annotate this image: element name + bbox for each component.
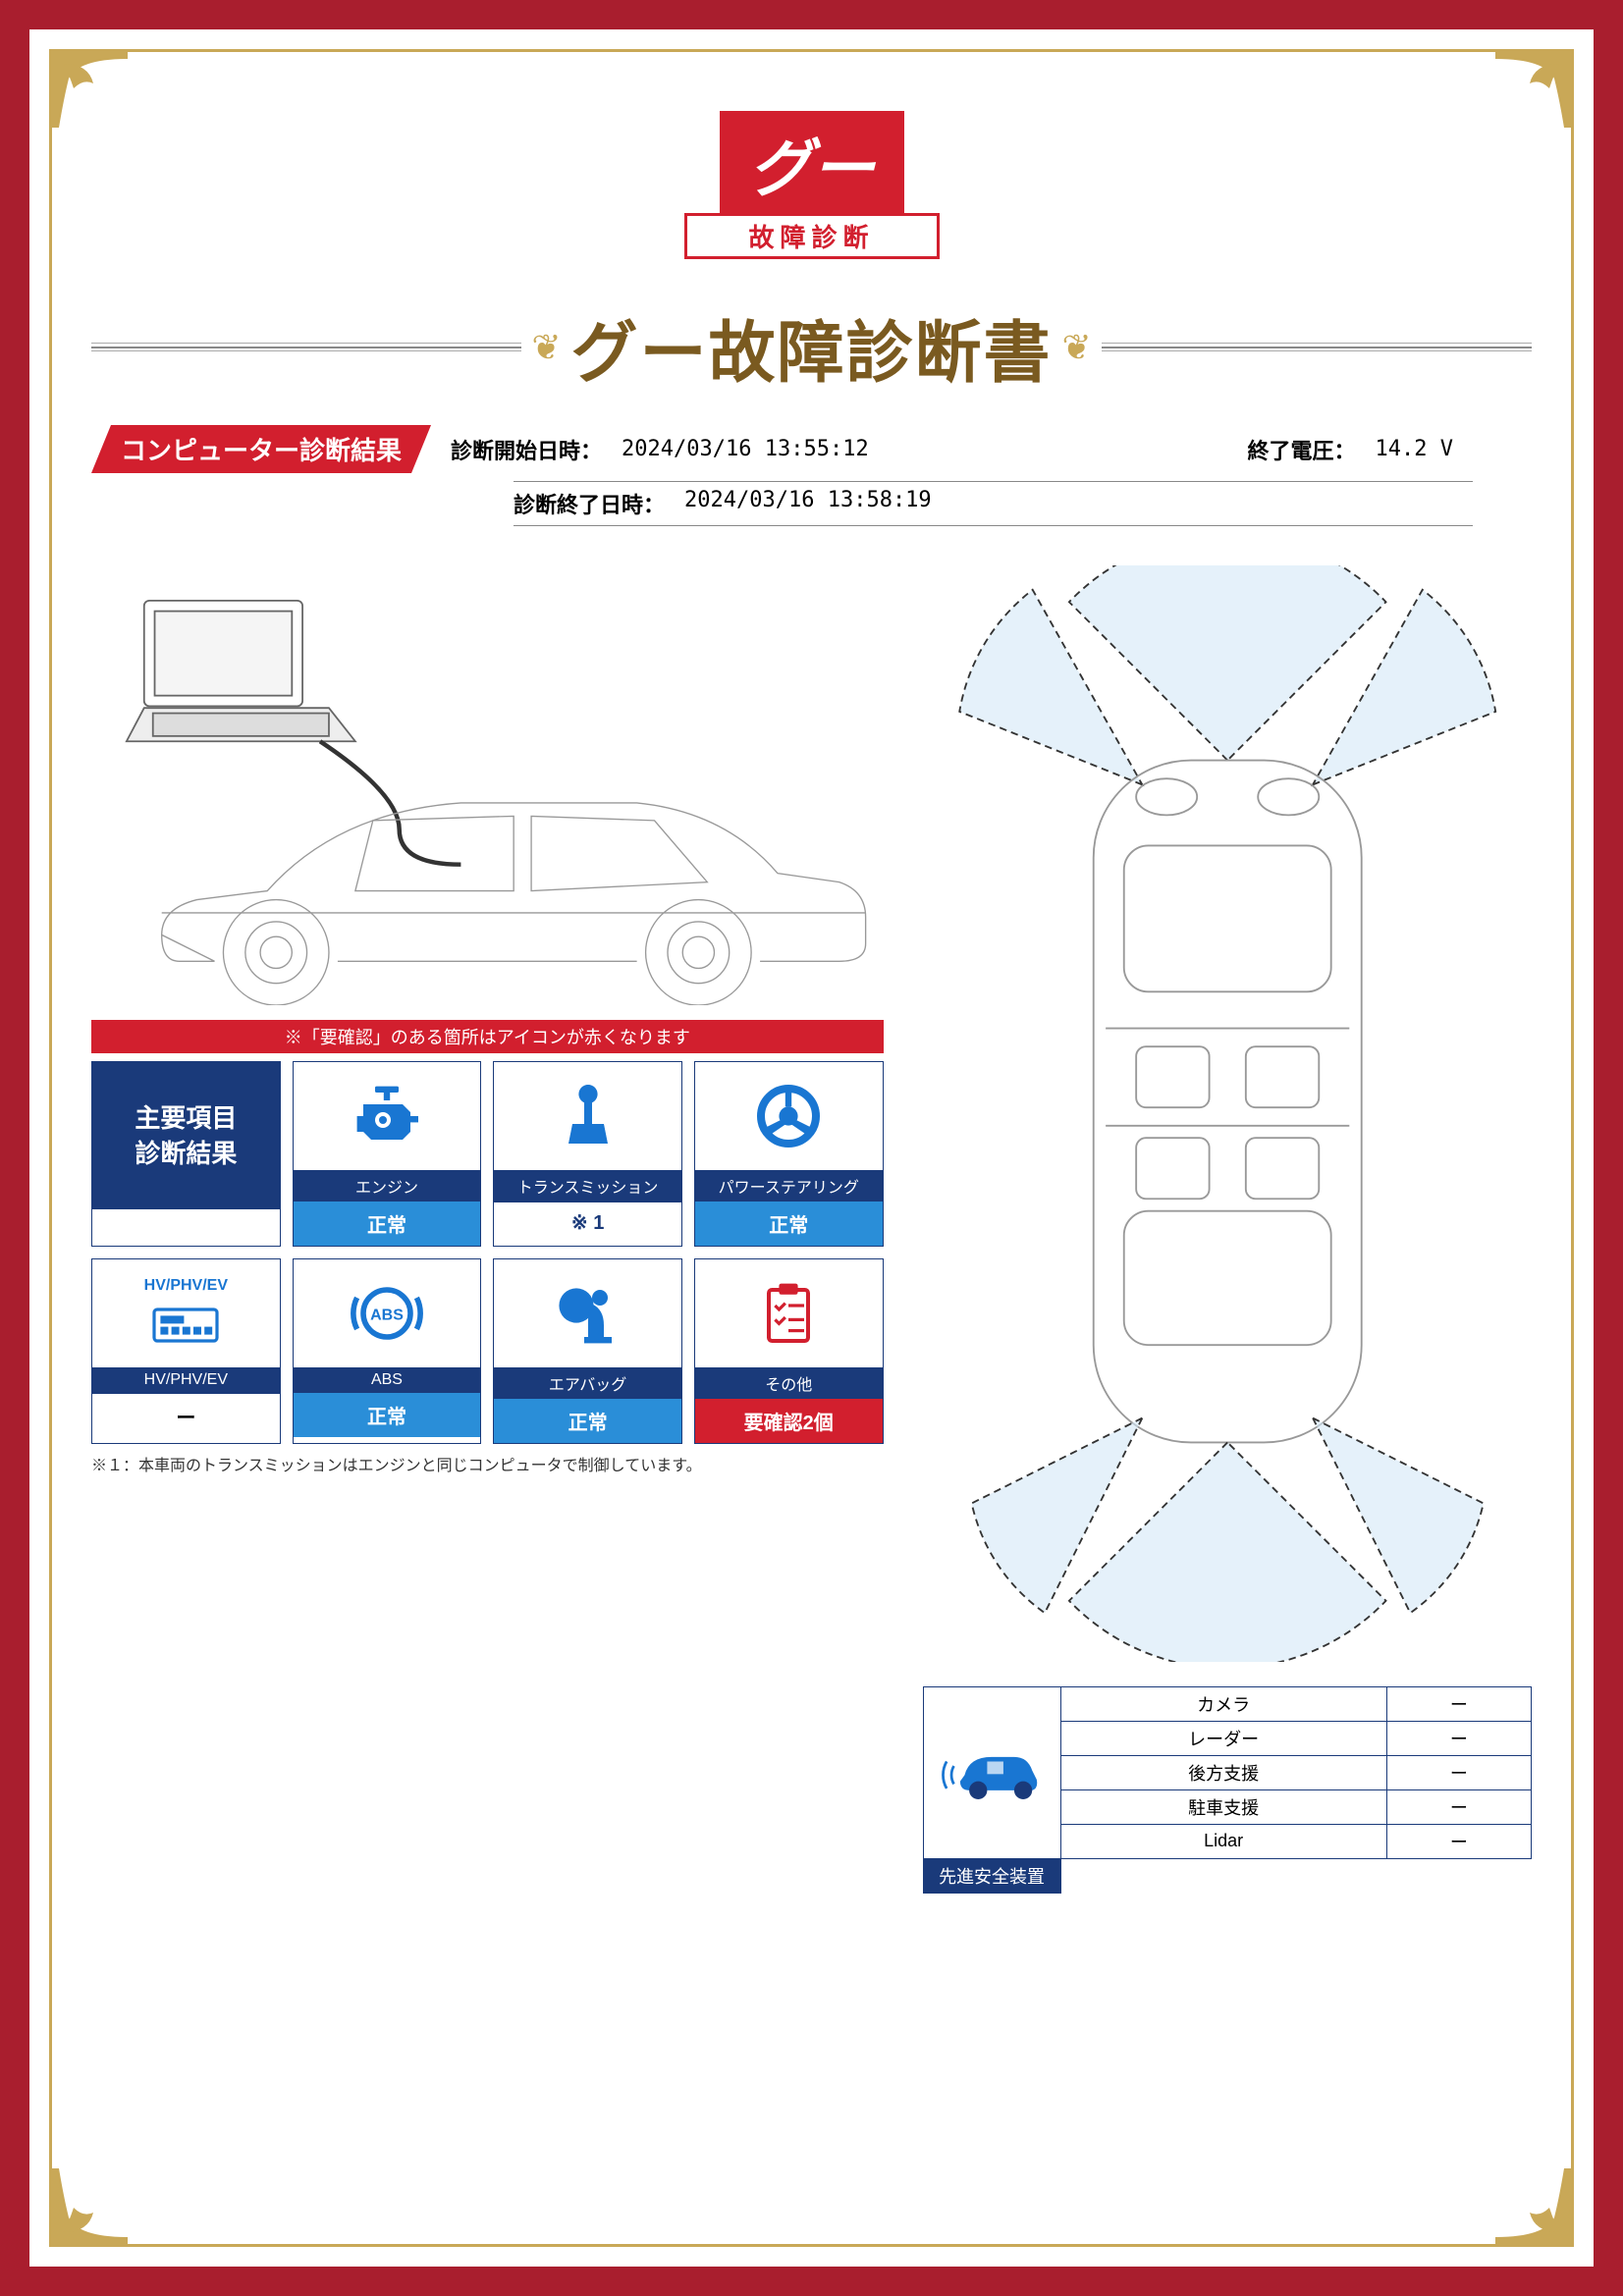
transmission-icon: [494, 1062, 681, 1170]
engine-label: エンジン: [294, 1170, 481, 1201]
tile-engine: エンジン 正常: [293, 1061, 482, 1247]
safety-row-label: カメラ: [1060, 1686, 1386, 1721]
tile-transmission: トランスミッション ※ 1: [493, 1061, 682, 1247]
voltage-label: 終了電圧：: [1248, 434, 1356, 465]
info-row-1: コンピューター診断結果 診断開始日時： 2024/03/16 13:55:12 …: [91, 425, 1532, 473]
abs-icon: ABS: [294, 1259, 481, 1367]
abs-status: 正常: [294, 1393, 481, 1437]
safety-row-label: レーダー: [1060, 1721, 1386, 1755]
corner-ornament: [1495, 49, 1574, 128]
safety-row-label: 後方支援: [1060, 1755, 1386, 1789]
powersteering-label: パワーステアリング: [695, 1170, 883, 1201]
steering-icon: [695, 1062, 883, 1170]
certificate-frame: グー 故障診断 ❦ グー故障診断書 ❦ コンピューター診断結果 診断開始日時： …: [49, 49, 1574, 2247]
tile-head-line2: 診断結果: [135, 1136, 237, 1171]
safety-car-icon: [923, 1686, 1060, 1858]
hv-icon: HV/PHV/EV: [92, 1259, 280, 1367]
footnote: ※１：本車両のトランスミッションはエンジンと同じコンピュータで制御しています。: [91, 1452, 884, 1475]
start-value: 2024/03/16 13:55:12: [622, 437, 869, 461]
other-status: 要確認2個: [695, 1399, 883, 1443]
tile-hv: HV/PHV/EV HV/PHV/EV ー: [91, 1258, 281, 1444]
title-row: ❦ グー故障診断書 ❦: [91, 298, 1532, 396]
powersteering-status: 正常: [695, 1201, 883, 1246]
tile-header: 主要項目 診断結果: [91, 1061, 281, 1247]
safety-row-label: Lidar: [1060, 1824, 1386, 1858]
safety-row-value: ー: [1386, 1721, 1531, 1755]
transmission-label: トランスミッション: [494, 1170, 681, 1201]
hv-toplabel: HV/PHV/EV: [144, 1277, 228, 1295]
svg-text:ABS: ABS: [370, 1307, 404, 1323]
corner-ornament: [49, 49, 128, 128]
clipboard-icon: [695, 1259, 883, 1367]
flourish-icon: ❦: [531, 327, 561, 368]
page-title: グー故障診断書: [571, 298, 1053, 396]
tile-head-line1: 主要項目: [135, 1100, 237, 1136]
airbag-icon: [494, 1259, 681, 1367]
voltage-value: 14.2 V: [1376, 437, 1453, 461]
logo-subtitle: 故障診断: [684, 213, 940, 259]
safety-row-value: ー: [1386, 1824, 1531, 1858]
car-top-diagram: [923, 565, 1532, 1662]
transmission-status: ※ 1: [494, 1201, 681, 1243]
tile-airbag: エアバッグ 正常: [493, 1258, 682, 1444]
abs-label: ABS: [294, 1367, 481, 1393]
engine-icon: [294, 1062, 481, 1170]
hv-status: ー: [92, 1393, 280, 1438]
other-label: その他: [695, 1367, 883, 1399]
section-badge: コンピューター診断結果: [91, 425, 431, 473]
hv-label: HV/PHV/EV: [92, 1367, 280, 1393]
safety-row-value: ー: [1386, 1755, 1531, 1789]
logo-block: グー 故障診断: [91, 111, 1532, 259]
start-label: 診断開始日時：: [451, 434, 602, 465]
tile-powersteering: パワーステアリング 正常: [694, 1061, 884, 1247]
safety-table: カメラ ー レーダーー 後方支援ー 駐車支援ー Lidarー 先進安全装置: [923, 1686, 1532, 1894]
tile-other: その他 要確認2個: [694, 1258, 884, 1444]
end-value: 2024/03/16 13:58:19: [684, 488, 932, 519]
diagnosis-grid: 主要項目 診断結果 エンジン 正常 トランスミッション ※ 1: [91, 1061, 884, 1444]
airbag-label: エアバッグ: [494, 1367, 681, 1399]
end-label: 診断終了日時：: [514, 488, 665, 519]
engine-status: 正常: [294, 1201, 481, 1246]
car-side-diagram: [91, 565, 884, 1005]
corner-ornament: [1495, 2168, 1574, 2247]
tile-abs: ABS ABS 正常: [293, 1258, 482, 1444]
safety-head: 先進安全装置: [923, 1858, 1060, 1893]
logo-text: グー: [720, 111, 904, 213]
legend-note: ※「要確認」のある箇所はアイコンが赤くなります: [91, 1020, 884, 1053]
safety-row-value: ー: [1386, 1789, 1531, 1824]
info-row-2: 診断終了日時： 2024/03/16 13:58:19: [514, 481, 1473, 526]
flourish-icon: ❦: [1062, 327, 1092, 368]
safety-row-value: ー: [1386, 1686, 1531, 1721]
airbag-status: 正常: [494, 1399, 681, 1443]
corner-ornament: [49, 2168, 128, 2247]
safety-row-label: 駐車支援: [1060, 1789, 1386, 1824]
